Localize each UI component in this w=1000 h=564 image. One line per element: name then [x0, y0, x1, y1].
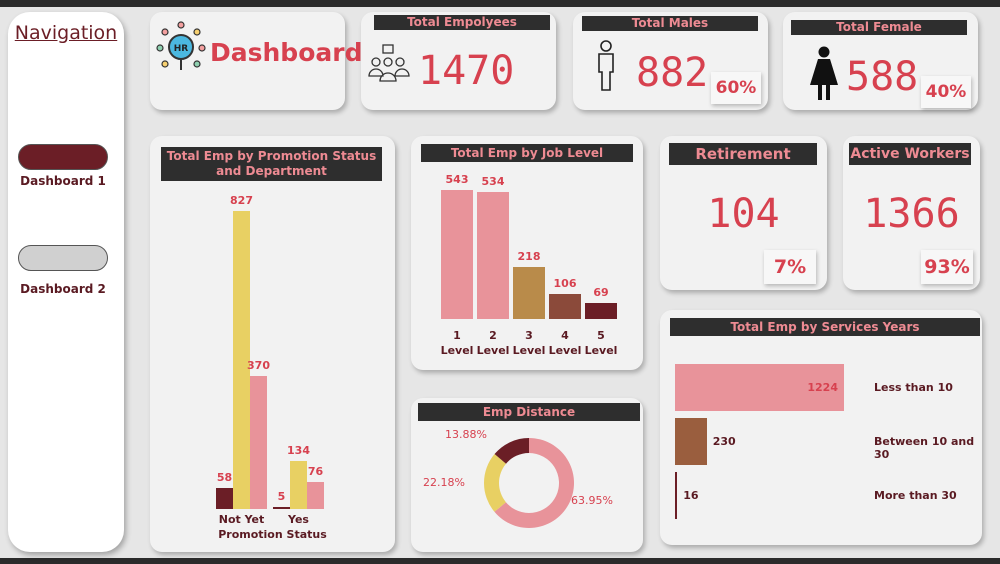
job-level-bar-label: 218: [517, 250, 541, 264]
promotion-bar: [290, 460, 307, 509]
promotion-bar: [273, 507, 290, 509]
group-people-icon: [368, 44, 410, 82]
job-level-category: 1: [453, 329, 461, 342]
services-bar-label: 230: [712, 435, 736, 448]
job-level-bar: [549, 293, 581, 319]
navigation-title: Navigation: [14, 22, 118, 44]
promotion-chart-card: Total Emp by Promotion Status and Depart…: [150, 136, 395, 552]
male-icon: [598, 40, 614, 91]
dashboard-1-button[interactable]: [18, 144, 108, 170]
promotion-bar: [233, 211, 250, 509]
promotion-bar-label: 827: [230, 194, 253, 207]
donut-slice-label: 13.88%: [445, 428, 487, 441]
services-category: Less than 10: [874, 381, 953, 394]
total-males-pct: 60%: [711, 72, 761, 104]
job-level-bar: [585, 302, 617, 319]
total-female-label: Total Female: [791, 20, 967, 35]
hr-logo-text: HR: [174, 44, 189, 54]
hr-people-icon: HR: [156, 21, 206, 70]
dashboard-2-button[interactable]: [18, 245, 108, 271]
job-level-category: 4: [561, 329, 569, 342]
donut-slice-label: 22.18%: [423, 476, 465, 489]
job-level-bar: [477, 192, 509, 319]
title-card: HR Dashboard: [150, 12, 362, 110]
active-workers-value: 1366: [863, 191, 960, 237]
promotion-chart-title: Total Emp by Promotion Status and Depart…: [161, 147, 382, 181]
job-level-category: 2: [489, 329, 497, 342]
total-males-value: 882: [636, 50, 709, 96]
total-employees-value: 1470: [418, 48, 515, 94]
total-males-label: Total Males: [582, 16, 758, 31]
distance-chart-card: Emp Distance 63.95% 22.18% 13.88%: [411, 398, 643, 552]
job-level-category-sub: Level: [440, 344, 474, 357]
services-bar-label: 1224: [807, 381, 838, 394]
promotion-bar-label: 370: [247, 358, 270, 372]
dashboard-1-label[interactable]: Dashboard 1: [20, 174, 106, 188]
promotion-category-label: Not Yet: [218, 513, 265, 526]
job-level-bar-label: 69: [593, 285, 609, 299]
page-title: Dashboard: [210, 38, 363, 67]
job-level-category-sub: Level: [512, 344, 546, 357]
job-level-category-sub: Level: [476, 344, 510, 357]
job-level-bar: [513, 267, 545, 319]
services-bar: [675, 418, 707, 465]
donut-slice: [494, 438, 529, 464]
promotion-bar-label: 5: [277, 490, 286, 503]
job-level-category-sub: Level: [584, 344, 618, 357]
total-female-value: 588: [846, 54, 919, 100]
job-level-bar: [441, 190, 473, 319]
job-level-bar-label: 534: [481, 175, 505, 189]
promotion-category-label: Yes: [288, 513, 309, 526]
dashboard-2-label[interactable]: Dashboard 2: [20, 282, 106, 296]
total-employees-card: Total Empolyees 1470: [361, 12, 556, 110]
services-chart-title: Total Emp by Services Years: [670, 318, 980, 336]
active-workers-label: Active Workers: [849, 143, 971, 165]
job-level-chart-card: Total Emp by Job Level 543 1 Level 534 2 Leve…: [411, 136, 643, 370]
active-workers-card: Active Workers 1366 93%: [843, 136, 980, 290]
donut-slice-label: 63.95%: [571, 494, 613, 507]
distance-chart-title: Emp Distance: [418, 403, 640, 421]
promotion-bar: [216, 488, 233, 509]
navigation-panel: Navigation Dashboard 1 Dashboard 2: [8, 12, 124, 552]
retirement-pct: 7%: [764, 250, 816, 284]
promotion-bar-label: 58: [216, 471, 233, 485]
job-level-category: 3: [525, 329, 533, 342]
promotion-x-label: Promotion Status: [218, 528, 327, 541]
total-employees-label: Total Empolyees: [374, 15, 550, 30]
job-level-bar-label: 106: [553, 276, 577, 290]
services-category: Between 10 and 30: [874, 435, 975, 461]
job-level-category-sub: Level: [548, 344, 582, 357]
total-males-card: Total Males 882 60%: [573, 12, 768, 110]
job-level-bar-label: 543: [445, 173, 469, 186]
donut-slice: [484, 454, 507, 512]
bottom-bar: [0, 558, 1000, 564]
retirement-card: Retirement 104 7%: [660, 136, 827, 290]
services-bar-label: 16: [683, 489, 699, 502]
promotion-bar: [250, 375, 267, 509]
retirement-value: 104: [707, 191, 780, 237]
services-chart-card: Total Emp by Services Years 1224 Less tha…: [660, 310, 982, 545]
total-female-card: Total Female 588 40%: [783, 12, 978, 110]
active-workers-pct: 93%: [921, 250, 973, 284]
job-level-chart-title: Total Emp by Job Level: [421, 144, 633, 162]
female-icon: [810, 46, 838, 100]
promotion-bar-label: 134: [287, 443, 310, 457]
services-bar: [675, 472, 678, 519]
distance-donut: 63.95% 22.18% 13.88%: [423, 428, 613, 528]
donut-slice: [494, 438, 574, 528]
job-level-category: 5: [597, 329, 605, 342]
promotion-bar: [307, 481, 324, 509]
services-category: More than 30: [874, 489, 957, 502]
total-female-pct: 40%: [921, 76, 971, 108]
retirement-label: Retirement: [669, 143, 817, 165]
top-bar: [0, 0, 1000, 7]
services-bar: [675, 364, 844, 411]
promotion-bar-label: 76: [307, 464, 324, 478]
